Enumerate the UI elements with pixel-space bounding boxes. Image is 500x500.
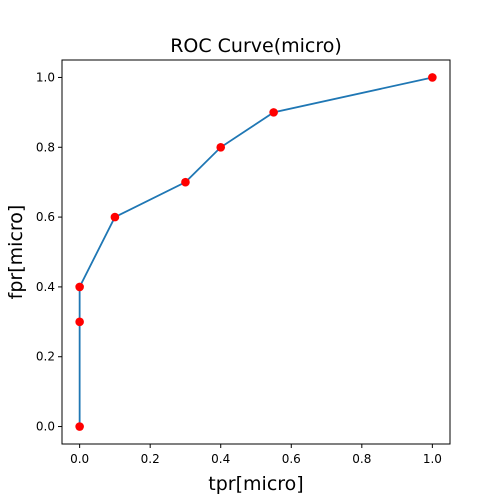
y-axis: 0.0 0.2 0.4 0.6 0.8 1.0 — [36, 70, 62, 434]
chart-title: ROC Curve(micro) — [170, 35, 342, 57]
y-tick-label: 0.8 — [36, 140, 55, 154]
y-axis-label: fpr[micro] — [5, 205, 27, 300]
roc-point — [216, 142, 226, 152]
y-tick-label: 0.2 — [36, 350, 55, 364]
roc-point — [75, 317, 84, 327]
y-tick-label: 1.0 — [36, 70, 55, 84]
x-axis-label: tpr[micro] — [208, 473, 303, 495]
x-axis: 0.0 0.2 0.4 0.6 0.8 1.0 — [70, 444, 442, 466]
roc-point — [75, 282, 84, 292]
y-tick-label: 0.0 — [36, 420, 55, 434]
y-tick-label: 0.4 — [36, 280, 55, 294]
x-tick-label: 0.8 — [352, 452, 371, 466]
roc-point — [75, 422, 84, 431]
x-tick-label: 0.6 — [282, 452, 301, 466]
x-tick-label: 1.0 — [423, 452, 442, 466]
roc-point — [181, 177, 190, 187]
plot-area — [75, 73, 437, 431]
y-tick-label: 0.6 — [36, 210, 55, 224]
roc-point — [269, 108, 278, 117]
roc-point — [428, 73, 437, 82]
x-tick-label: 0.0 — [70, 452, 89, 466]
axes-frame — [61, 59, 451, 445]
x-tick-label: 0.2 — [141, 452, 160, 466]
roc-curve-line — [78, 76, 433, 427]
roc-point — [110, 212, 120, 222]
x-tick-label: 0.4 — [211, 452, 230, 466]
